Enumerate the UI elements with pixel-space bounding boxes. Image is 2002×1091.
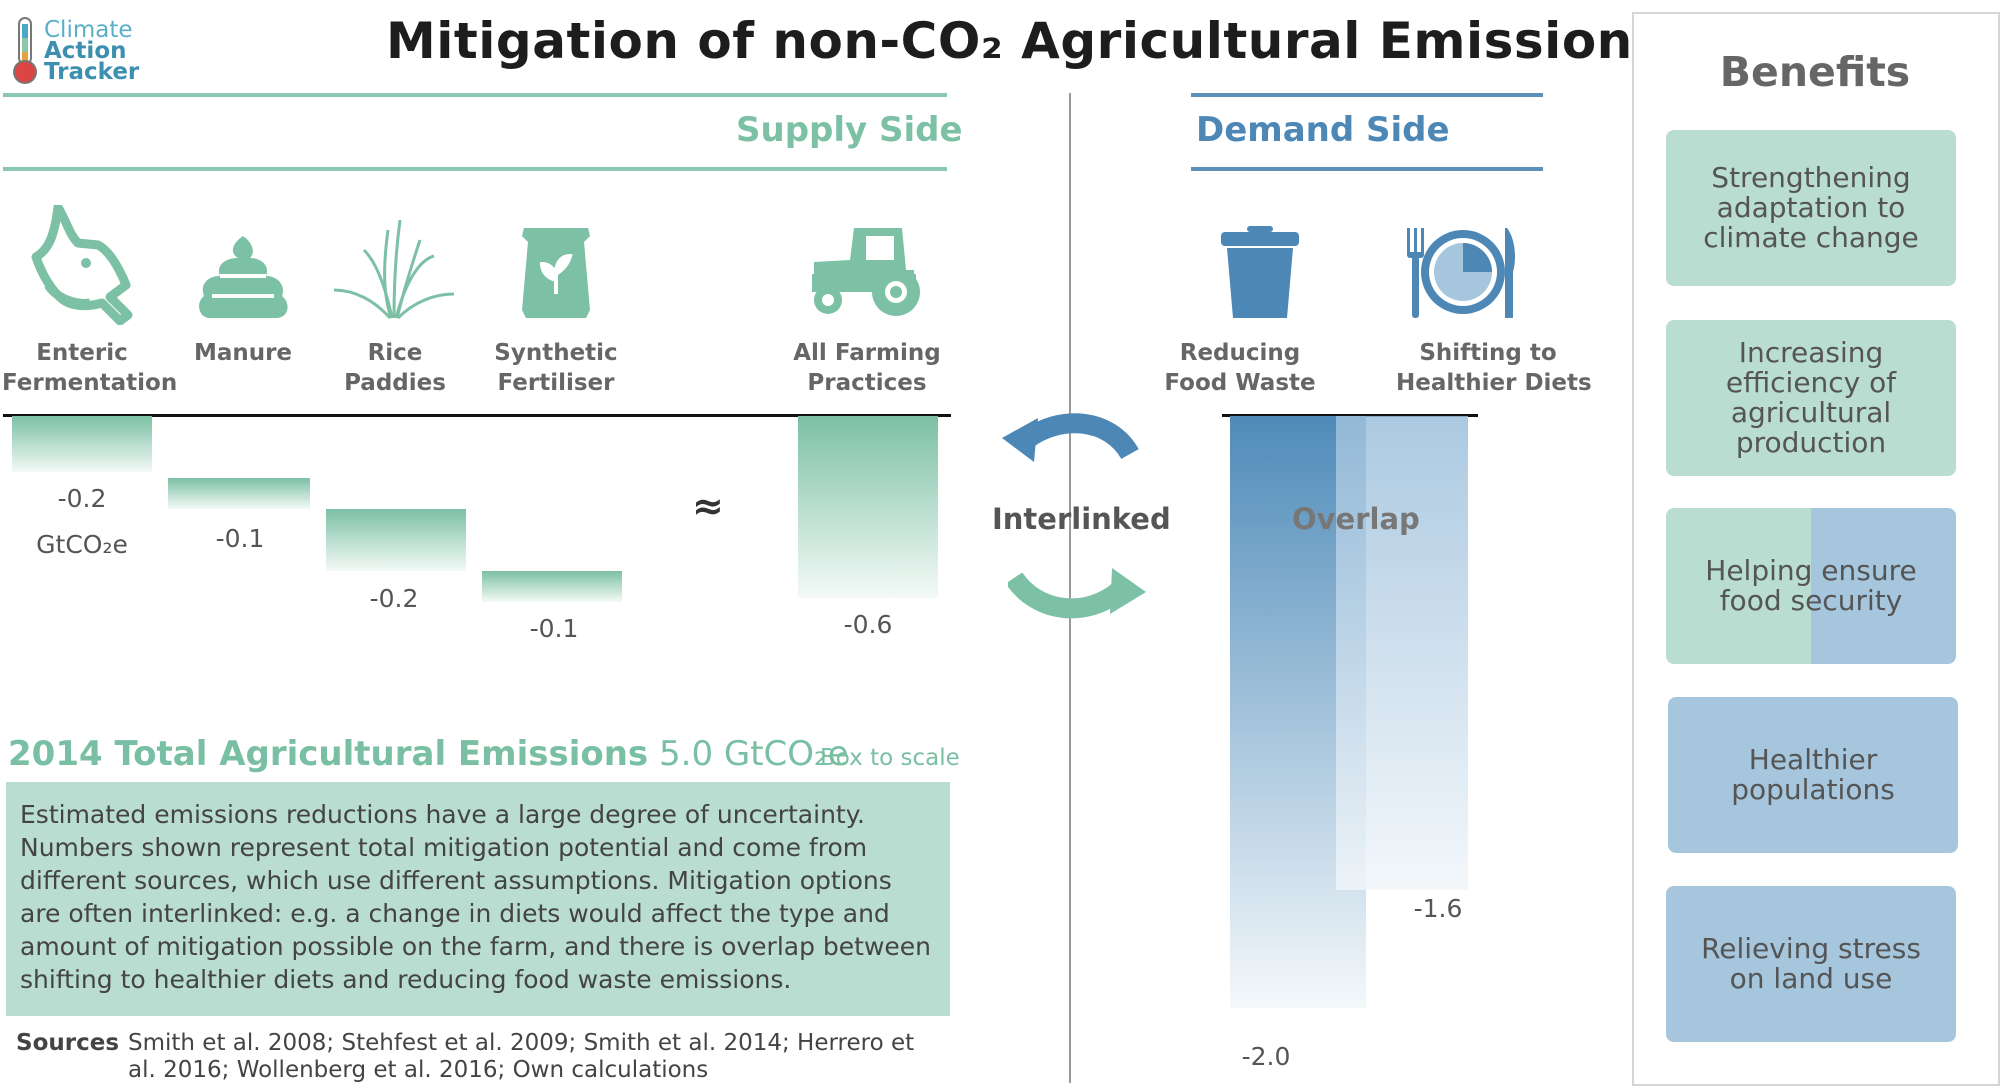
unit-label: GtCO₂e (36, 530, 128, 559)
uncertainty-note: Estimated emissions reductions have a la… (20, 800, 932, 994)
demand-bottom-rule (1191, 167, 1543, 171)
value-reducing-food-waste: -2.0 (1241, 1042, 1291, 1071)
interlinked-label: Interlinked (992, 502, 1171, 536)
supply-top-rule (3, 93, 947, 97)
demand-side-title: Demand Side (1196, 110, 1450, 150)
total-emissions-title: 2014 Total Agricultural Emissions 5.0 Gt… (8, 734, 849, 774)
sources-label: Sources (16, 1030, 120, 1056)
cycle-arrow-top-icon (1002, 413, 1139, 462)
benefits-title: Benefits (1719, 48, 1911, 96)
bar-enteric-fermentation (12, 416, 152, 472)
value-all-farming-practices: -0.6 (843, 610, 893, 639)
benefit-adaptation: Strengthening adaptation to climate chan… (1666, 130, 1956, 286)
box-to-scale-label: Box to scale (820, 745, 960, 771)
label-enteric-fermentation: Enteric Fermentation (2, 340, 178, 396)
value-synthetic-fertiliser: -0.1 (529, 614, 579, 643)
benefit-efficiency: Increasing efficiency of agricultural pr… (1666, 320, 1956, 476)
label-synthetic-fertiliser: Synthetic Fertiliser (494, 340, 618, 396)
page-title: Mitigation of non-CO₂ Agricultural Emiss… (386, 12, 1664, 70)
manure-icon (199, 236, 288, 318)
rice-plant-icon (334, 220, 454, 320)
demand-axis-line (1222, 414, 1478, 417)
bar-rice-paddies (326, 509, 466, 571)
supply-side-title: Supply Side (736, 110, 963, 150)
approx-symbol: ≈ (692, 484, 724, 528)
value-enteric-fermentation: -0.2 (57, 484, 107, 513)
plate-cutlery-icon (1407, 228, 1515, 318)
benefit-food-security: Helping ensure food security (1666, 508, 1956, 664)
value-rice-paddies: -0.2 (369, 584, 419, 613)
thermometer-icon (13, 17, 37, 84)
value-healthier-diets: -1.6 (1413, 894, 1463, 923)
benefit-healthier-populations: Healthier populations (1668, 697, 1958, 853)
label-manure: Manure (193, 340, 293, 366)
value-manure: -0.1 (215, 524, 265, 553)
bar-healthier-diets (1336, 416, 1468, 890)
cycle-arrow-bottom-icon (1008, 568, 1146, 619)
supply-bottom-rule (3, 167, 947, 171)
bar-all-farming-practices (798, 416, 938, 598)
label-rice-paddies: Rice Paddies (344, 340, 446, 396)
fertiliser-bag-icon (522, 228, 590, 318)
logo-text: Climate Action Tracker (44, 17, 140, 85)
overlap-label: Overlap (1292, 502, 1420, 536)
supply-axis-line (3, 414, 951, 417)
sources-text: Smith et al. 2008; Stehfest et al. 2009;… (128, 1030, 915, 1083)
cow-head-icon (31, 205, 133, 325)
demand-top-rule (1191, 93, 1543, 97)
bar-manure (168, 478, 310, 509)
benefit-land-use: Relieving stress on land use (1666, 886, 1956, 1042)
label-all-farming-practices: All Farming Practices (793, 340, 941, 396)
center-divider (1069, 93, 1071, 1083)
bar-synthetic-fertiliser (482, 571, 622, 602)
tractor-icon (812, 228, 920, 316)
label-healthier-diets: Shifting to Healthier Diets (1396, 340, 1592, 396)
total-emissions-box: Estimated emissions reductions have a la… (6, 782, 950, 1016)
label-reducing-food-waste: Reducing Food Waste (1164, 340, 1316, 396)
trash-bin-icon (1221, 226, 1299, 318)
